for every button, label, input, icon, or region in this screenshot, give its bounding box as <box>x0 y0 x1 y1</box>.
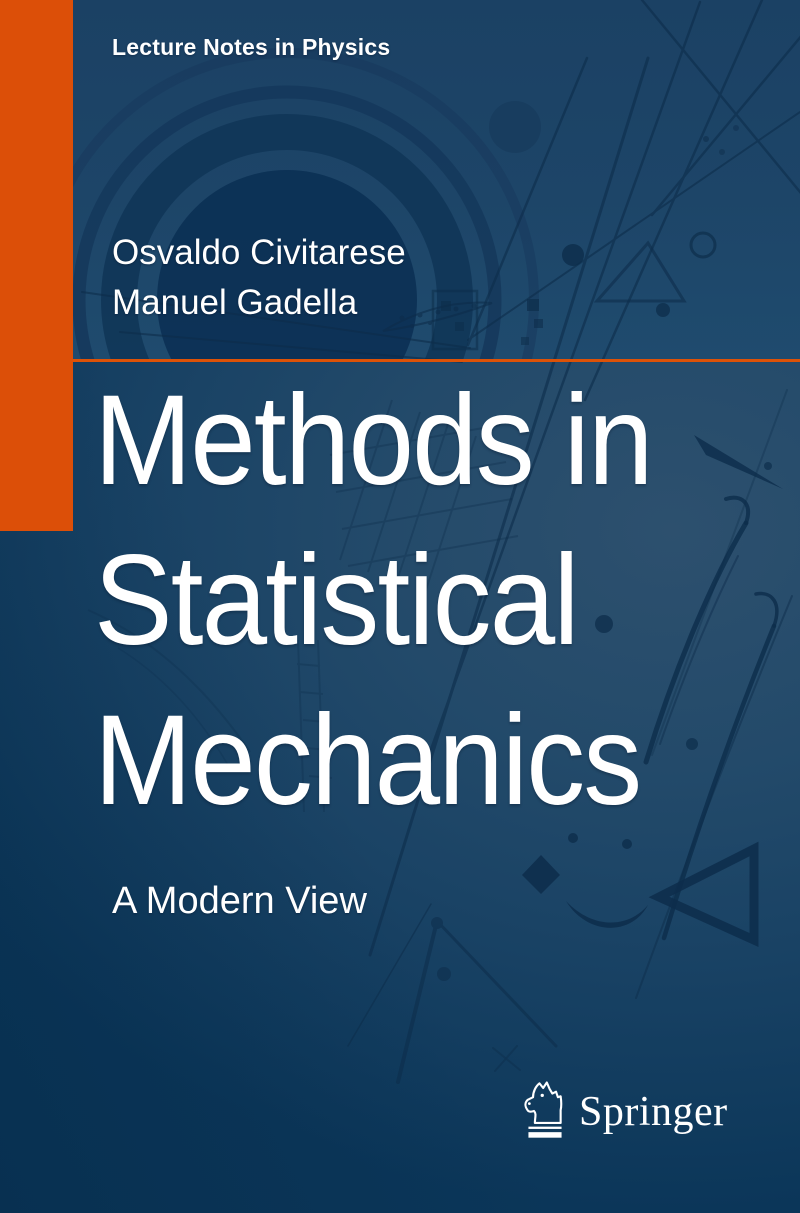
faint-arcs <box>87 609 251 773</box>
compass-motif <box>347 903 558 1084</box>
author-name: Manuel Gadella <box>112 283 358 322</box>
accent-bar <box>0 0 73 531</box>
cover-main-panel <box>0 360 800 1213</box>
authors: Osvaldo Civitarese Manuel Gadella <box>112 228 406 328</box>
book-title-line: Statistical <box>94 529 580 672</box>
springer-horse-icon <box>524 1081 563 1138</box>
scatter-shapes <box>431 125 772 849</box>
lattice-grid <box>329 399 519 597</box>
book-subtitle: A Modern View <box>112 880 367 922</box>
dotted-leaf <box>382 301 493 332</box>
accent-rule <box>73 359 800 362</box>
publisher-name: Springer <box>579 1089 728 1135</box>
book-title: Methods in Statistical Mechanics <box>94 361 653 841</box>
shape-cluster <box>522 841 759 947</box>
publisher-logo: Springer <box>522 1076 728 1146</box>
ladder-motif <box>296 639 333 813</box>
diagonal-lines <box>81 0 800 957</box>
book-title-line: Methods in <box>94 369 653 512</box>
series-title: Lecture Notes in Physics <box>112 34 391 60</box>
wave-flourishes <box>635 435 793 999</box>
author-name: Osvaldo Civitarese <box>112 233 406 272</box>
book-title-line: Mechanics <box>94 689 642 832</box>
